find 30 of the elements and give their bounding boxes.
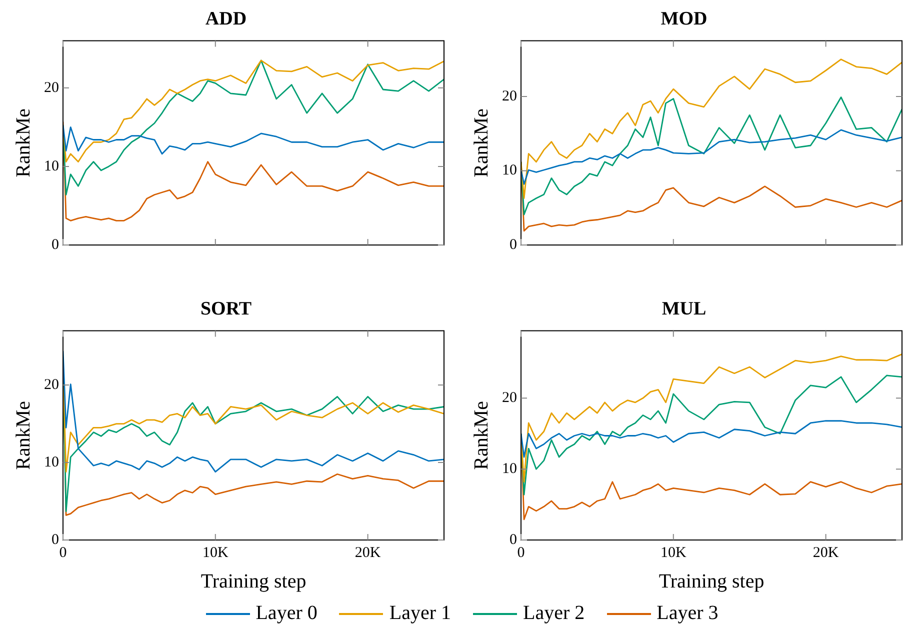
y-tick-label: 10 (44, 158, 59, 174)
y-tick-label: 10 (502, 162, 517, 179)
x-tick-label: 20K (354, 544, 381, 561)
x-tick-label: 10K (660, 544, 686, 561)
legend-label: Layer 2 (523, 602, 585, 624)
y-tick-label: 0 (510, 236, 517, 253)
legend-label: Layer 1 (389, 602, 451, 624)
y-tick-label: 20 (44, 376, 59, 393)
x-tick-label: 10K (202, 544, 228, 561)
y-tick-label: 20 (502, 390, 517, 406)
x-tick-label: 20K (812, 544, 839, 561)
y-tick-label: 10 (44, 454, 59, 470)
y-tick-label: 10 (502, 461, 517, 478)
y-tick-label: 20 (502, 88, 517, 104)
chart-title: ADD (205, 8, 247, 30)
y-axis-title: RankMe (470, 108, 492, 178)
y-tick-label: 0 (510, 532, 517, 548)
x-axis-title: Training step (658, 570, 764, 592)
y-tick-label: 0 (52, 236, 59, 253)
y-tick-label: 20 (44, 80, 59, 96)
x-axis-title: Training step (200, 570, 306, 592)
y-axis-title: RankMe (470, 400, 492, 470)
legend-label: Layer 3 (656, 602, 718, 624)
y-axis-title: RankMe (12, 400, 34, 470)
chart-title: SORT (200, 298, 252, 320)
chart-title: MUL (662, 298, 706, 320)
y-tick-label: 0 (52, 532, 59, 548)
legend-label: Layer 0 (256, 602, 318, 624)
chart-title: MOD (660, 8, 708, 30)
y-axis-title: RankMe (12, 108, 34, 178)
